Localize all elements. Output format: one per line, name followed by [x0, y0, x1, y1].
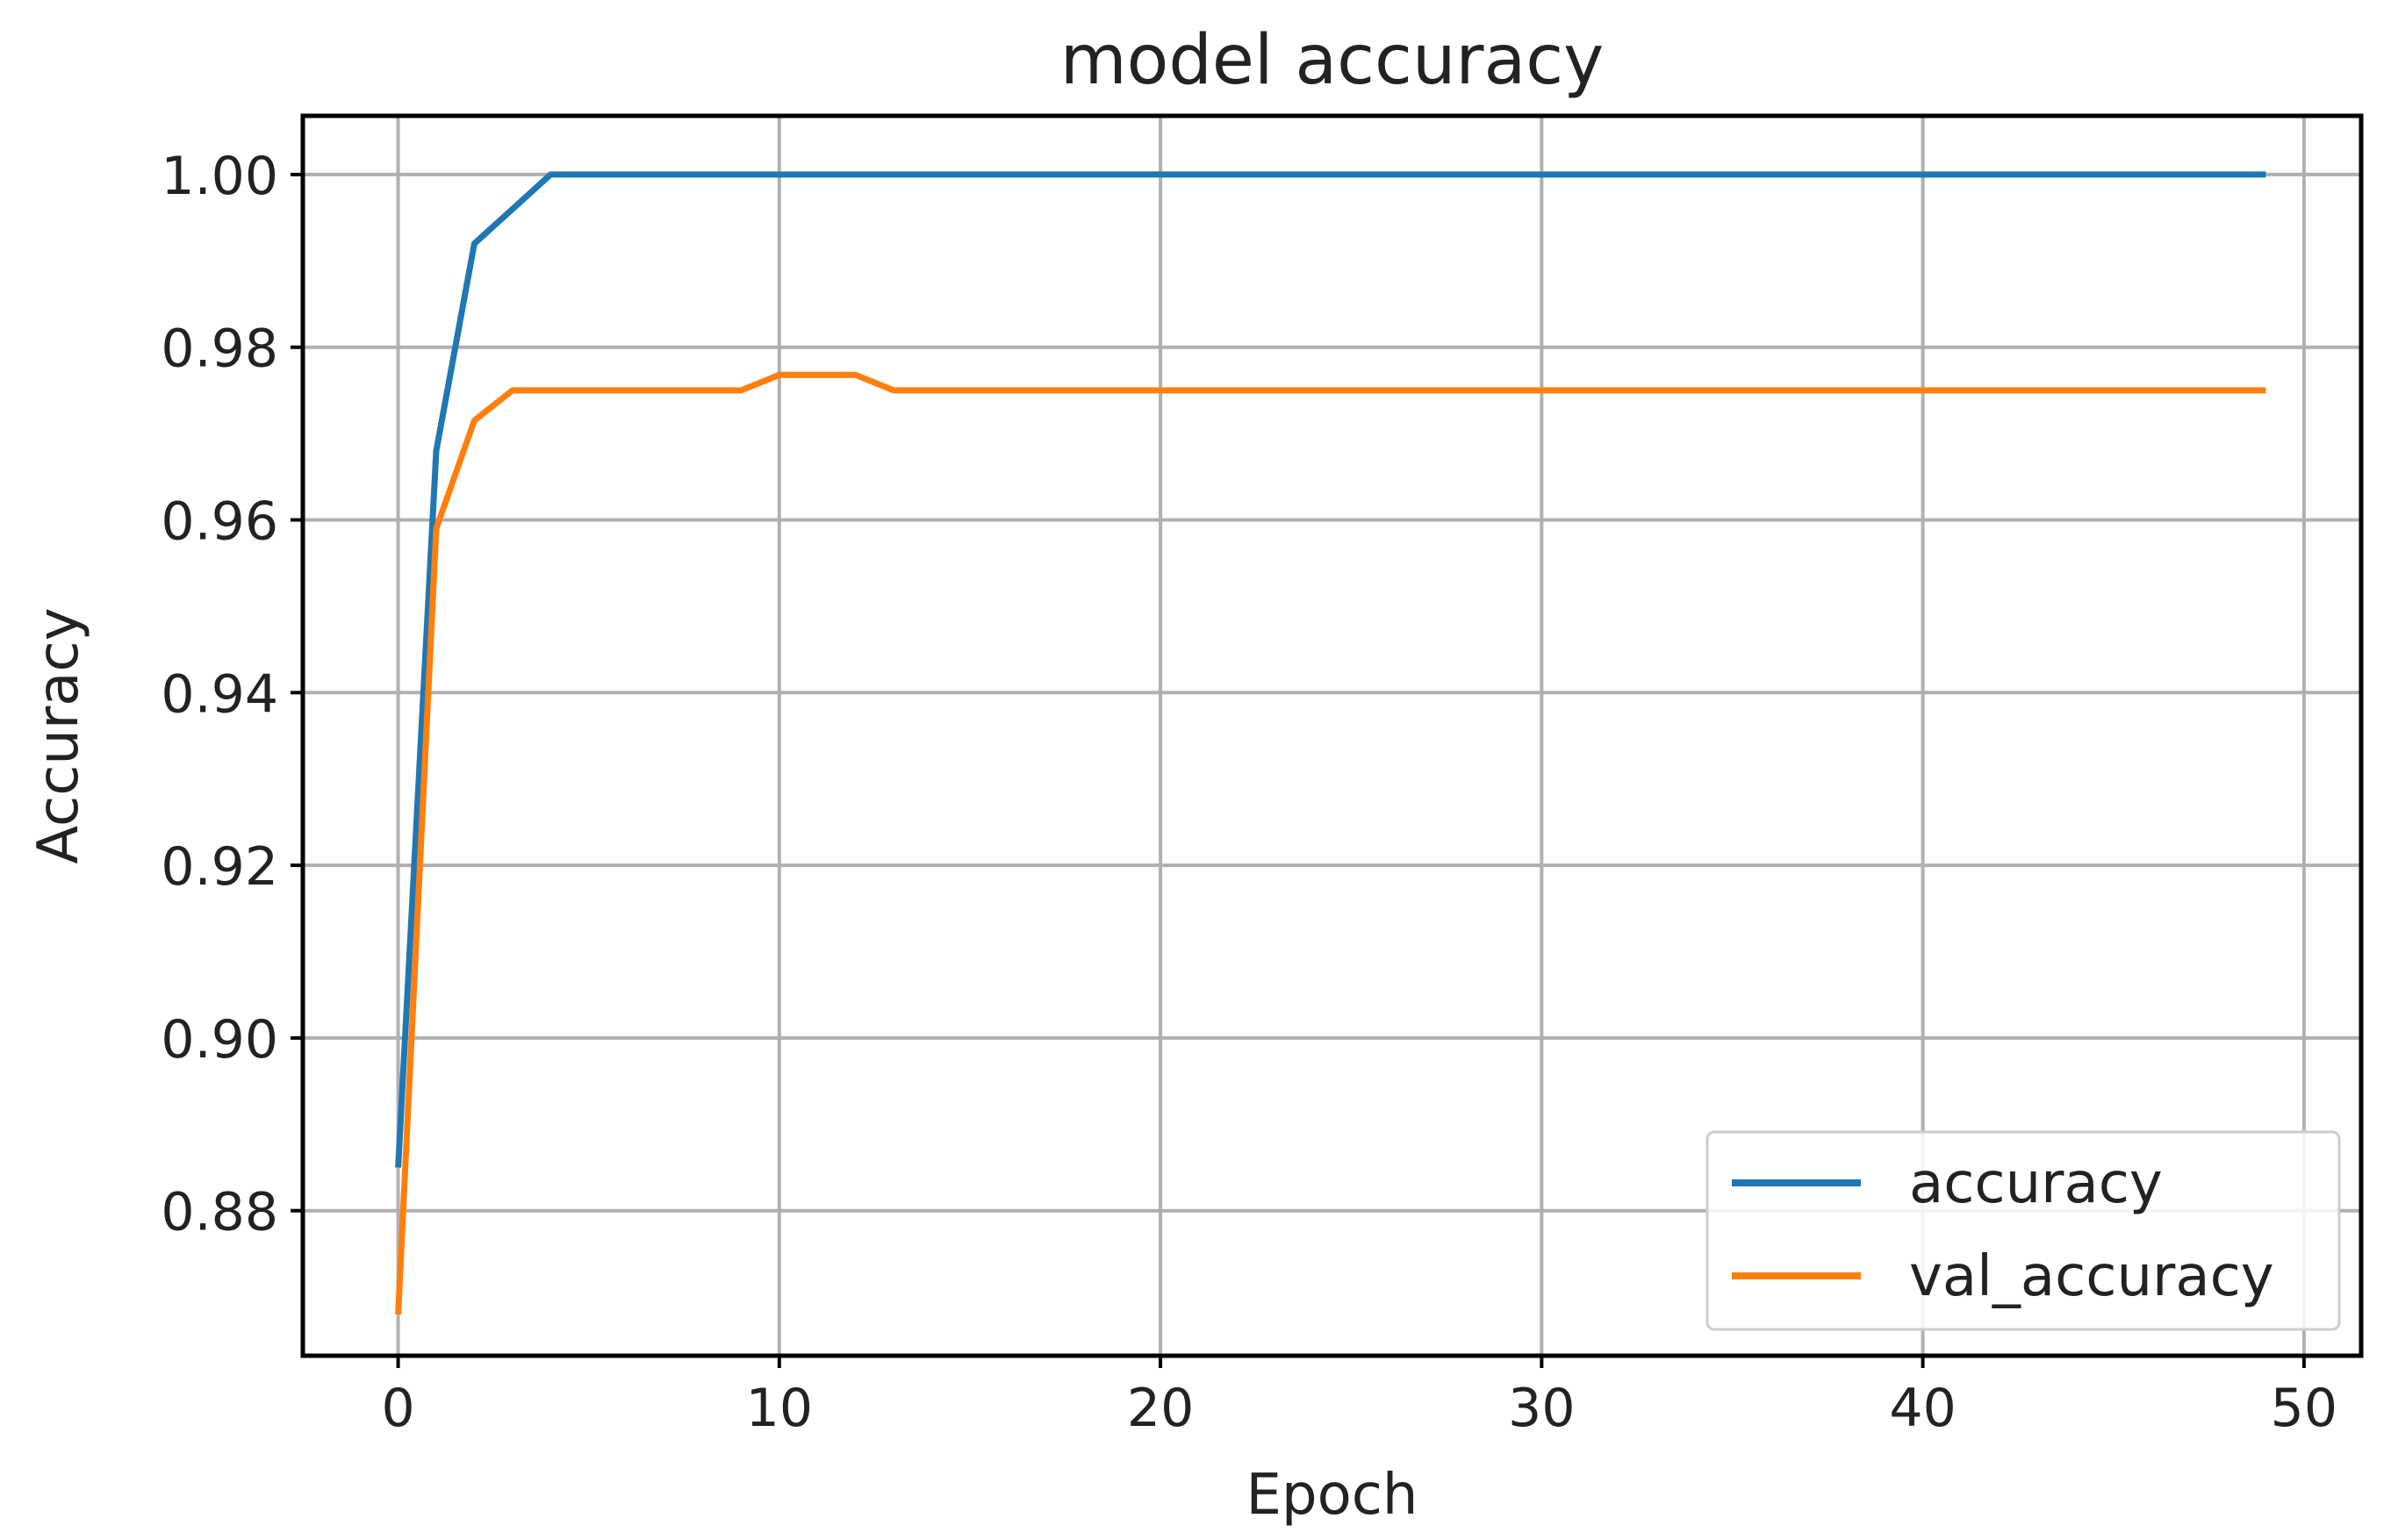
legend-box	[1705, 1130, 2341, 1331]
chart-title: model accuracy	[1060, 21, 1605, 100]
legend-label-accuracy: accuracy	[1909, 1151, 2163, 1216]
y-tick-label: 0.98	[161, 319, 278, 380]
tick-layer: 0 10 20 30 40 50 0.88 0.90 0.92 0.94 0.96 0.98 1.00	[161, 146, 2337, 1439]
x-tick-label: 40	[1889, 1378, 1956, 1439]
y-tick-label: 0.88	[161, 1182, 278, 1243]
y-tick-label: 0.96	[161, 491, 278, 553]
x-axis-label: Epoch	[1246, 1463, 1418, 1528]
y-tick-label: 1.00	[161, 146, 278, 207]
series-line-val-accuracy	[395, 371, 2266, 1314]
x-tick-label: 20	[1127, 1378, 1194, 1439]
x-tick-label: 0	[381, 1378, 414, 1439]
x-tick-label: 10	[746, 1378, 813, 1439]
series-line-accuracy	[395, 171, 2266, 1168]
y-axis-label: Accuracy	[26, 607, 91, 863]
y-tick-label: 0.90	[161, 1009, 278, 1071]
x-tick-label: 50	[2271, 1378, 2337, 1439]
x-tick-label: 30	[1508, 1378, 1575, 1439]
y-tick-label: 0.94	[161, 663, 278, 725]
plot-frame	[300, 113, 2364, 1358]
legend: accuracy val_accuracy	[1705, 1130, 2341, 1331]
y-tick-label: 0.92	[161, 836, 278, 898]
legend-label-val-accuracy: val_accuracy	[1909, 1244, 2274, 1309]
series-layer	[395, 171, 2266, 1314]
